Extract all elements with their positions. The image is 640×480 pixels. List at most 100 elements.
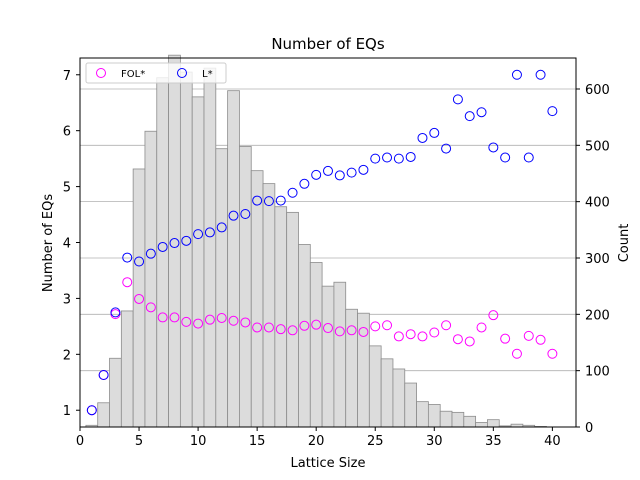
scatter-point-l (216, 222, 227, 233)
scatter-point-l (346, 167, 357, 178)
scatter-point-l (547, 106, 558, 117)
y-right-tick-label: 300 (585, 252, 610, 267)
y-axis-left: 1 2 3 4 5 6 7 (63, 69, 80, 419)
histogram-layer (85, 54, 547, 428)
histogram-bar (439, 410, 453, 428)
scatter-point-l (275, 195, 286, 206)
histogram-bar (451, 411, 465, 428)
histogram-bar (120, 310, 134, 428)
histogram-bar (463, 415, 477, 428)
scatter-point-fol (346, 325, 357, 336)
scatter-point-l (464, 111, 475, 122)
x-tick-label: 25 (367, 434, 384, 449)
scatter-point-fol (535, 334, 546, 345)
scatter-point-l (145, 248, 156, 259)
scatter-point-fol (500, 333, 511, 344)
scatter-point-l (417, 132, 428, 143)
y-axis-right: 0 100 200 300 400 500 600 (576, 83, 610, 436)
x-tick-label: 35 (485, 434, 502, 449)
x-tick-label: 10 (190, 434, 207, 449)
scatter-point-l (157, 241, 168, 252)
x-tick-label: 5 (135, 434, 143, 449)
histogram-bar (416, 401, 429, 428)
scatter-point-l (240, 208, 251, 219)
x-tick-label: 30 (426, 434, 443, 449)
scatter-point-fol (311, 319, 322, 330)
scatter-point-fol (240, 317, 251, 328)
y-left-tick-label: 2 (63, 348, 71, 363)
scatter-point-l (441, 143, 452, 154)
legend: FOL* L* (85, 62, 227, 84)
histogram-bar (345, 308, 358, 428)
legend-marker-fol (96, 68, 106, 78)
scatter-point-l (311, 169, 322, 180)
scatter-point-fol (252, 322, 263, 333)
scatter-point-fol (429, 327, 440, 338)
histogram-bar (179, 71, 193, 428)
y-right-tick-label: 600 (585, 83, 610, 98)
x-tick-label: 15 (249, 434, 266, 449)
scatter-point-fol (393, 331, 404, 342)
y-left-tick-label: 5 (63, 181, 71, 196)
scatter-point-fol (441, 320, 452, 331)
histogram-bar (109, 357, 122, 428)
histogram-bar (203, 67, 217, 428)
scatter-point-fol (122, 277, 133, 288)
x-axis: 0 5 10 15 20 25 30 35 40 (76, 427, 561, 449)
scatter-point-l (252, 195, 263, 206)
histogram-bar (191, 96, 205, 428)
scatter-point-fol (334, 326, 345, 337)
scatter-point-l (263, 196, 274, 207)
y-right-tick-label: 100 (585, 365, 610, 380)
scatter-point-l (382, 152, 393, 163)
scatter-point-fol (523, 330, 534, 341)
scatter-point-l (405, 151, 416, 162)
legend-box (85, 62, 227, 84)
scatter-point-l (193, 229, 204, 240)
y-left-tick-label: 7 (63, 69, 71, 84)
scatter-point-l (110, 307, 121, 318)
legend-marker-l (177, 68, 187, 78)
scatter-point-l (393, 153, 404, 164)
histogram-bar (250, 170, 264, 428)
scatter-point-fol (287, 325, 298, 336)
scatter-point-l (535, 69, 546, 80)
scatter-point-fol (511, 348, 522, 359)
chart-title: Number of EQs (271, 35, 385, 53)
y-right-tick-label: 200 (585, 308, 610, 323)
scatter-point-l (429, 127, 440, 138)
scatter-point-l (334, 170, 345, 181)
scatter-point-l (452, 94, 463, 105)
histogram-bar (298, 244, 311, 428)
histogram-bar (274, 206, 288, 428)
scatter-point-fol (464, 336, 475, 347)
scatter-point-fol (134, 293, 145, 304)
y-right-tick-label: 0 (585, 421, 593, 436)
histogram-bar (368, 345, 382, 428)
scatter-point-fol (405, 329, 416, 340)
scatter-point-l (134, 256, 145, 267)
scatter-point-l (488, 142, 499, 153)
x-axis-title: Lattice Size (291, 456, 366, 471)
scatter-point-fol (488, 310, 499, 321)
histogram-bar (239, 146, 252, 428)
scatter-point-l (287, 187, 298, 198)
histogram-bar (404, 382, 417, 428)
scatter-point-fol (275, 324, 286, 335)
scatter-point-fol (476, 322, 487, 333)
x-tick-label: 0 (76, 434, 84, 449)
scatter-point-fol (157, 312, 168, 323)
scatter-point-fol (216, 312, 227, 323)
scatter-point-l (98, 370, 109, 381)
scatter-point-fol (193, 318, 204, 329)
scatter-point-l (122, 252, 133, 263)
histogram-bar (392, 368, 406, 428)
y-left-tick-label: 3 (63, 292, 71, 307)
scatter-point-l (500, 152, 511, 163)
scatter-point-l (358, 164, 369, 175)
scatter-point-fol (370, 321, 381, 332)
histogram-bar (487, 419, 500, 428)
scatter-point-fol (263, 322, 274, 333)
scatter-point-l (299, 178, 310, 189)
scatter-point-l (181, 235, 192, 246)
